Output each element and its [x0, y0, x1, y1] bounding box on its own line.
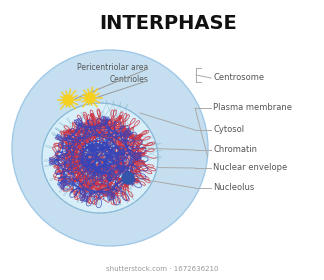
Circle shape	[12, 50, 208, 246]
Text: Centrioles: Centrioles	[109, 76, 148, 85]
Text: Plasma membrane: Plasma membrane	[213, 104, 292, 113]
Text: Nuclear envelope: Nuclear envelope	[213, 164, 287, 172]
Text: shutterstock.com · 1672636210: shutterstock.com · 1672636210	[106, 266, 218, 272]
Text: Centrosome: Centrosome	[213, 74, 264, 83]
Circle shape	[85, 93, 95, 103]
Text: Chromatin: Chromatin	[213, 146, 257, 155]
Text: Pericentriolar area: Pericentriolar area	[77, 64, 148, 73]
Text: Cytosol: Cytosol	[213, 125, 244, 134]
Ellipse shape	[42, 103, 158, 213]
Text: Nucleolus: Nucleolus	[213, 183, 254, 193]
Circle shape	[122, 172, 134, 184]
Text: INTERPHASE: INTERPHASE	[99, 14, 237, 33]
Circle shape	[63, 95, 73, 105]
